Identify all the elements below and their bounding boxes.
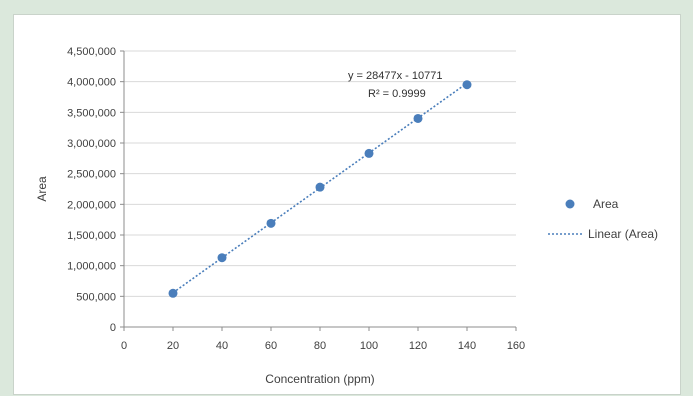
y-tick-labels: 0 500,000 1,000,000 1,500,000 2,000,000 2,500… — [67, 46, 116, 334]
y-tick-label: 1,500,000 — [67, 230, 116, 242]
x-axis-title: Concentration (ppm) — [265, 372, 374, 386]
legend-marker-area — [565, 199, 575, 209]
y-tick-label: 1,000,000 — [67, 261, 116, 273]
x-tick-label: 0 — [121, 340, 127, 352]
y-axis-title: Area — [35, 176, 49, 202]
y-tick-label: 500,000 — [76, 291, 116, 303]
x-tick-label: 60 — [265, 340, 277, 352]
data-point — [217, 253, 227, 263]
gridlines — [124, 50, 516, 297]
axes — [120, 50, 517, 331]
y-tick-label: 4,000,000 — [67, 77, 116, 89]
x-tick-label: 120 — [409, 340, 427, 352]
legend-label-area: Area — [593, 197, 619, 211]
y-tick-label: 0 — [110, 322, 116, 334]
chart-canvas: 0 500,000 1,000,000 1,500,000 2,000,000 2,500… — [35, 46, 658, 386]
trendline-equation: y = 28477x - 10771 — [348, 70, 443, 82]
x-tick-label: 40 — [216, 340, 228, 352]
data-points — [168, 80, 472, 298]
data-point — [315, 182, 325, 192]
chart-frame: 0 500,000 1,000,000 1,500,000 2,000,000 2,500… — [13, 14, 681, 395]
x-tick-label: 140 — [458, 340, 476, 352]
y-tick-label: 2,000,000 — [67, 199, 116, 211]
y-tick-label: 3,500,000 — [67, 107, 116, 119]
legend-label-linear: Linear (Area) — [588, 227, 658, 241]
data-point — [413, 113, 423, 123]
y-tick-label: 4,500,000 — [67, 46, 116, 58]
r-squared-label: R² = 0.9999 — [368, 88, 426, 100]
x-tick-label: 100 — [360, 340, 378, 352]
data-point — [266, 218, 276, 228]
data-point — [462, 80, 472, 90]
data-point — [168, 288, 178, 298]
x-tick-labels: 0 20 40 60 80 100 120 140 160 — [121, 340, 525, 352]
x-tick-label: 20 — [167, 340, 179, 352]
data-point — [364, 148, 374, 158]
legend: Area Linear (Area) — [548, 197, 658, 241]
x-tick-label: 80 — [314, 340, 326, 352]
y-tick-label: 2,500,000 — [67, 169, 116, 181]
y-tick-label: 3,000,000 — [67, 138, 116, 150]
x-tick-label: 160 — [507, 340, 525, 352]
